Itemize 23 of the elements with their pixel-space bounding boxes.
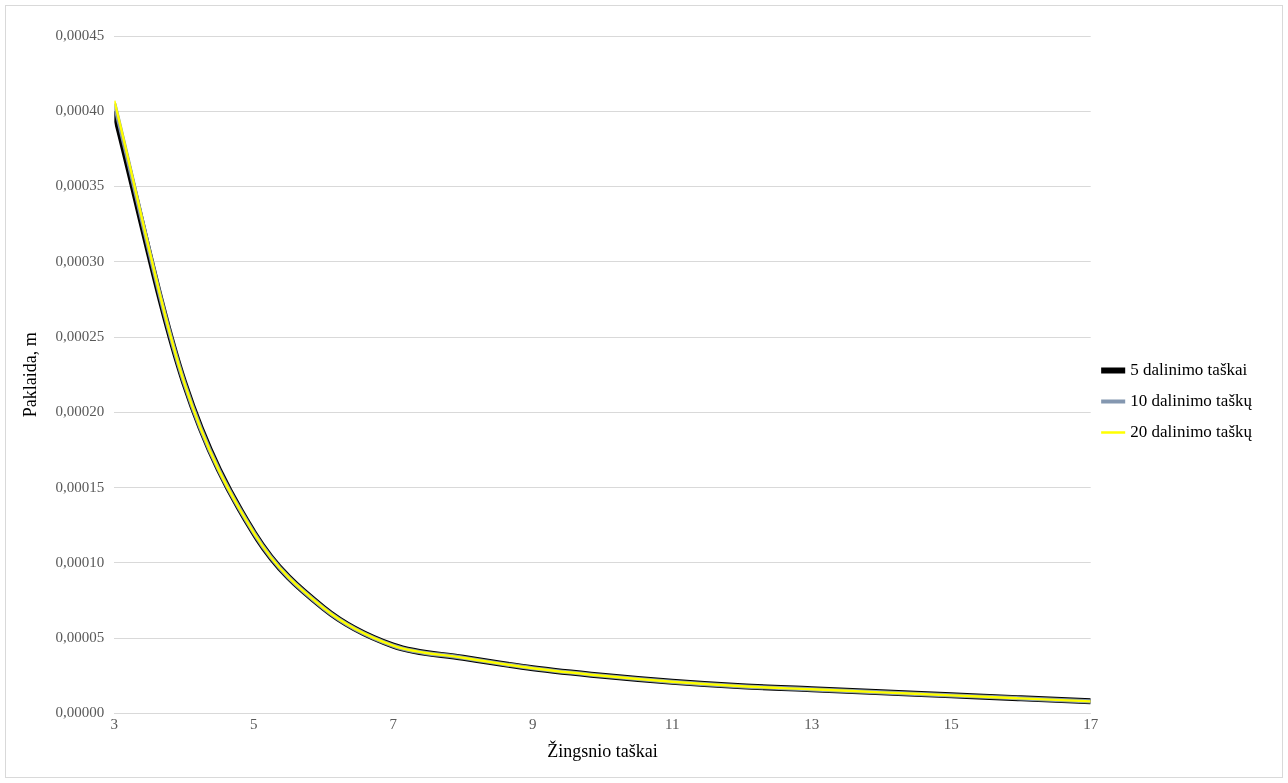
x-tick-label: 3 <box>110 716 119 733</box>
y-axis-title: Paklaida, m <box>19 332 40 418</box>
x-tick-label: 17 <box>1083 716 1099 733</box>
y-tick-label: 0,00025 <box>55 328 105 344</box>
y-tick-label: 0,00000 <box>55 704 105 721</box>
legend-label: 10 dalinimo taškų <box>1130 390 1253 410</box>
x-tick-label: 5 <box>250 716 258 733</box>
y-tick-label: 0,00015 <box>55 478 105 495</box>
legend-label: 5 dalinimo taškai <box>1130 359 1248 379</box>
y-tick-label: 0,00030 <box>55 252 105 269</box>
x-tick-label: 9 <box>529 716 537 733</box>
legend-label: 20 dalinimo taškų <box>1130 421 1253 441</box>
x-tick-label: 7 <box>389 716 398 733</box>
y-tick-label: 0,00045 <box>55 26 105 43</box>
x-axis-title: Žingsnio taškai <box>547 739 658 761</box>
y-tick-label: 0,00035 <box>55 177 105 194</box>
y-tick-label: 0,00040 <box>55 102 105 119</box>
y-tick-label: 0,00005 <box>55 629 105 646</box>
y-tick-label: 0,00020 <box>55 403 105 420</box>
x-tick-label: 13 <box>804 716 820 733</box>
y-tick-label: 0,00010 <box>55 553 105 570</box>
x-tick-label: 15 <box>943 716 959 733</box>
x-tick-label: 11 <box>665 716 680 733</box>
